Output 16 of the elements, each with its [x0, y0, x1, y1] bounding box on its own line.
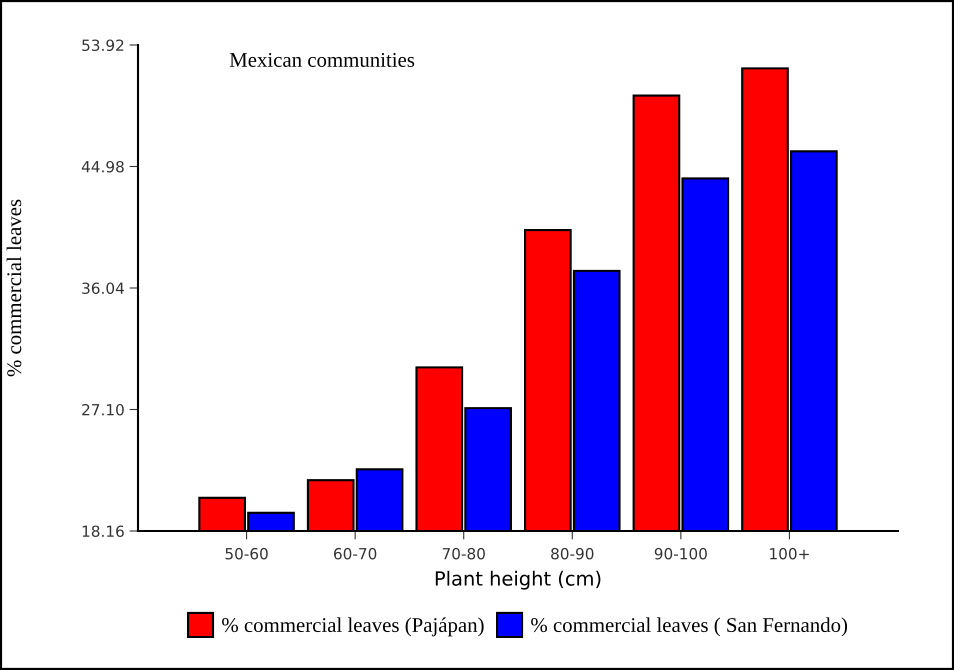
y-tick-label: 53.92 [82, 39, 124, 52]
x-tick-label: 100+ [770, 548, 809, 560]
y-tick-label: 44.98 [82, 160, 124, 173]
x-tick-label: 60-70 [334, 548, 376, 560]
y-tick-label: 18.16 [82, 525, 124, 538]
x-axis-title: Plant height (cm) [436, 570, 600, 590]
x-tick-label: 70-80 [442, 548, 485, 560]
y-tick-label: 27.10 [82, 404, 124, 416]
legend-label: % commercial leaves ( San Fernando) [531, 617, 848, 636]
x-tick-label: 80-90 [551, 548, 594, 560]
x-tick-label: 90-100 [654, 548, 707, 560]
y-axis-title: % commercial leaves [6, 200, 22, 376]
x-tick-label: 50-60 [226, 548, 268, 560]
y-tick-label: 36.04 [82, 282, 124, 294]
legend-label: % commercial leaves (Pajápan) [222, 617, 484, 636]
chart-title: Mexican communities [230, 52, 414, 67]
